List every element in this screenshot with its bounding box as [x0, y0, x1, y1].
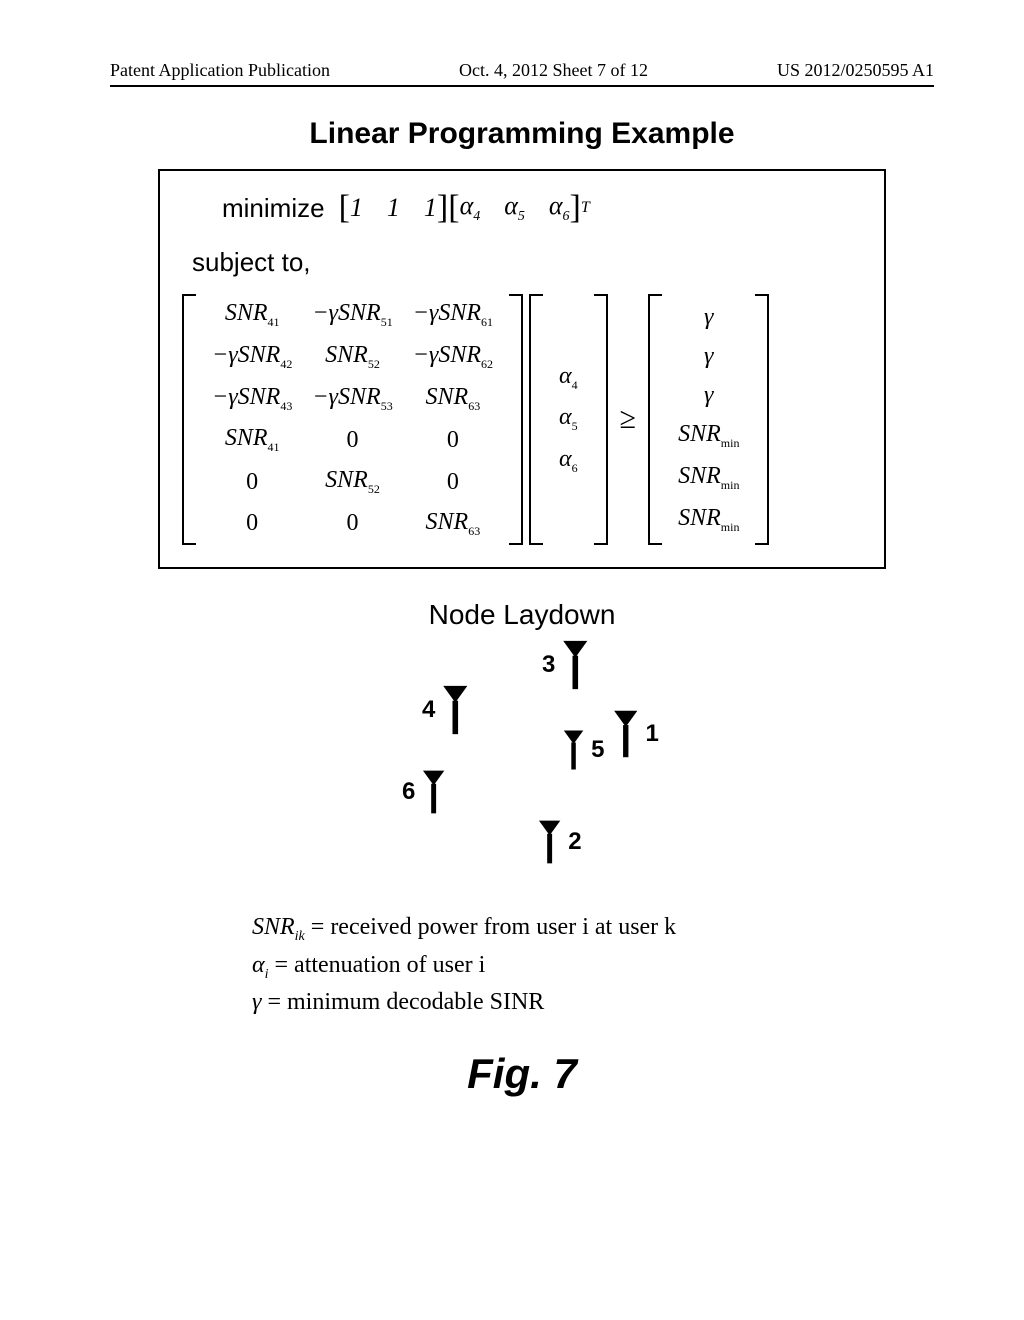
matrix-cell: −γSNR42 — [202, 336, 302, 378]
matrix-cell: SNR63 — [403, 378, 503, 420]
figure-title: Linear Programming Example — [110, 117, 934, 151]
node-label: 4 — [422, 696, 435, 724]
objective-expression: [ 1 1 1 ][ α4 α5 α6 ]T — [339, 189, 590, 227]
definition-line: γ = minimum decodable SINR — [252, 984, 792, 1020]
matrix-cell: 0 — [403, 461, 503, 503]
vector-cell: γ — [668, 337, 749, 376]
antenna-icon — [421, 769, 446, 815]
node-2: 2 — [537, 819, 582, 865]
vector-cell: α6 — [549, 440, 588, 482]
matrix-cell: 0 — [302, 503, 402, 545]
node-label: 1 — [646, 720, 659, 748]
antenna-icon — [561, 639, 590, 691]
node-4: 4 — [422, 684, 470, 736]
coef: 1 — [424, 193, 437, 223]
antenna-icon — [562, 729, 585, 771]
vector-cell: SNRmin — [668, 415, 749, 457]
node-label: 2 — [568, 828, 581, 856]
header-left: Patent Application Publication — [110, 60, 330, 81]
coef: 1 — [350, 193, 363, 223]
subject-to-label: subject to, — [192, 247, 862, 278]
definition-line: SNRik = received power from user i at us… — [252, 909, 792, 947]
laydown-title: Node Laydown — [110, 599, 934, 631]
definitions-list: SNRik = received power from user i at us… — [252, 909, 792, 1021]
node-label: 6 — [402, 778, 415, 806]
matrix-cell: SNR63 — [403, 503, 503, 545]
antenna-icon — [612, 709, 640, 759]
coef: 1 — [387, 193, 400, 223]
matrix-cell: 0 — [302, 419, 402, 461]
vector-b: γγγSNRminSNRminSNRmin — [668, 298, 749, 540]
node-6: 6 — [402, 769, 447, 815]
node-5: 5 — [562, 729, 604, 771]
matrix-cell: 0 — [403, 419, 503, 461]
antenna-icon — [441, 684, 470, 736]
bracket-icon — [648, 294, 662, 545]
matrix-cell: SNR41 — [202, 294, 302, 336]
geq-symbol: ≥ — [614, 402, 642, 436]
matrix-cell: −γSNR53 — [302, 378, 402, 420]
matrix-cell: 0 — [202, 461, 302, 503]
matrix-cell: −γSNR62 — [403, 336, 503, 378]
vector-cell: γ — [668, 376, 749, 415]
header-right: US 2012/0250595 A1 — [777, 60, 934, 81]
matrix-cell: SNR41 — [202, 419, 302, 461]
matrix-a: SNR41−γSNR51−γSNR61−γSNR42SNR52−γSNR62−γ… — [202, 294, 503, 545]
matrix-cell: −γSNR51 — [302, 294, 402, 336]
node-label: 3 — [542, 651, 555, 679]
transpose-sup: T — [581, 199, 590, 217]
vector-cell: α4 — [549, 357, 588, 399]
vector-cell: γ — [668, 298, 749, 337]
node-laydown-diagram: 3 4 1 5 6 2 — [332, 639, 712, 889]
alpha: α4 — [460, 191, 481, 225]
page-header: Patent Application Publication Oct. 4, 2… — [110, 60, 934, 87]
figure-caption: Fig. 7 — [110, 1050, 934, 1098]
alpha: α6 — [549, 191, 570, 225]
antenna-icon — [537, 819, 562, 865]
vector-x: α4α5α6 — [549, 357, 588, 482]
constraint-line: SNR41−γSNR51−γSNR61−γSNR42SNR52−γSNR62−γ… — [182, 294, 862, 545]
vector-cell: SNRmin — [668, 457, 749, 499]
minimize-label: minimize — [222, 193, 325, 224]
node-1: 1 — [612, 709, 659, 759]
objective-line: minimize [ 1 1 1 ][ α4 α5 α6 ]T — [222, 189, 862, 227]
node-label: 5 — [591, 736, 604, 764]
matrix-cell: SNR52 — [302, 461, 402, 503]
bracket-icon — [594, 294, 608, 545]
bracket-icon — [529, 294, 543, 545]
bracket-icon — [509, 294, 523, 545]
page: Patent Application Publication Oct. 4, 2… — [0, 0, 1024, 1320]
definition-line: αi = attenuation of user i — [252, 947, 792, 985]
bracket-icon — [182, 294, 196, 545]
vector-cell: α5 — [549, 398, 588, 440]
alpha: α5 — [504, 191, 525, 225]
header-center: Oct. 4, 2012 Sheet 7 of 12 — [459, 60, 648, 81]
lp-formula-box: minimize [ 1 1 1 ][ α4 α5 α6 ]T subject … — [158, 169, 886, 569]
node-3: 3 — [542, 639, 590, 691]
matrix-cell: −γSNR43 — [202, 378, 302, 420]
matrix-cell: 0 — [202, 503, 302, 545]
matrix-cell: −γSNR61 — [403, 294, 503, 336]
vector-cell: SNRmin — [668, 499, 749, 541]
bracket-icon — [755, 294, 769, 545]
matrix-cell: SNR52 — [302, 336, 402, 378]
